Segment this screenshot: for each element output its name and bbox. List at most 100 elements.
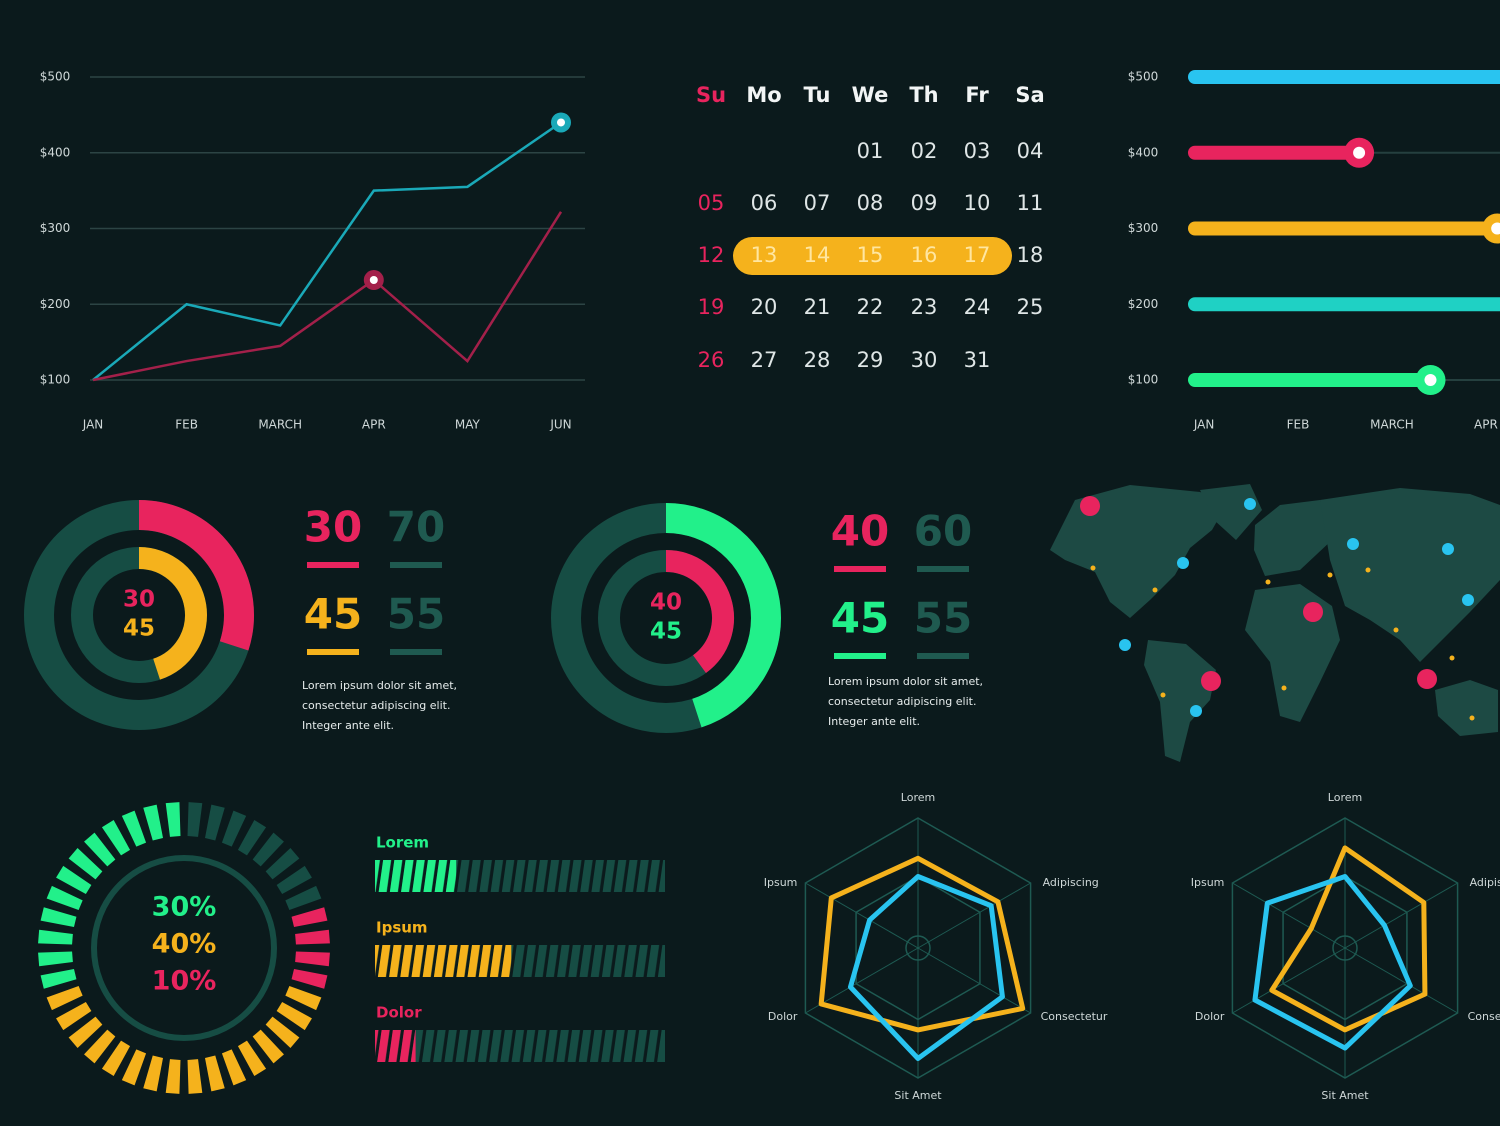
gauge-segment bbox=[40, 968, 77, 989]
gauge-segment bbox=[285, 885, 322, 911]
calendar-day: 04 bbox=[1017, 139, 1044, 163]
gauge-segment bbox=[84, 1029, 116, 1064]
radar-axis-label: Sit Amet bbox=[1321, 1089, 1369, 1102]
calendar-day: 15 bbox=[857, 243, 884, 267]
progress-bar bbox=[375, 945, 512, 977]
gauge-segment bbox=[265, 1016, 300, 1048]
gauge-segment bbox=[276, 1001, 312, 1031]
radar-spoke bbox=[1232, 947, 1346, 1014]
stat-rest: 60 bbox=[914, 507, 972, 556]
radar-series bbox=[1269, 845, 1428, 1033]
radar-spoke bbox=[805, 882, 919, 949]
gauge-segment bbox=[165, 1059, 181, 1094]
calendar-day: 22 bbox=[857, 295, 884, 319]
calendar-day: 16 bbox=[911, 243, 938, 267]
calendar-day: 07 bbox=[804, 191, 831, 215]
bar-handle-dot bbox=[1491, 222, 1500, 235]
weekday-label: Th bbox=[909, 83, 938, 107]
gauge-segment bbox=[68, 848, 103, 880]
calendar-day: 19 bbox=[698, 295, 725, 319]
radar-spoke bbox=[917, 947, 1031, 1014]
calendar-day: 31 bbox=[964, 348, 991, 372]
bar bbox=[1188, 145, 1360, 160]
calendar-day: 17 bbox=[964, 243, 991, 267]
gauge-segment bbox=[237, 1040, 267, 1076]
radar-axis-label: Consectetur bbox=[1468, 1010, 1500, 1023]
weekday-label: Fr bbox=[965, 83, 989, 107]
y-category-label: $300 bbox=[1128, 221, 1159, 235]
gauge-inner-ring bbox=[91, 855, 277, 1041]
radar-axis-label: Adipiscing bbox=[1043, 876, 1099, 889]
description: Lorem ipsum dolor sit amet, bbox=[828, 675, 983, 688]
bar-handle-dot bbox=[1353, 146, 1366, 159]
gauge-segment bbox=[204, 804, 225, 841]
stat-underline bbox=[307, 562, 359, 568]
center-value: 45 bbox=[123, 616, 155, 642]
radar-axis-label: Dolor bbox=[768, 1010, 798, 1023]
description: consectetur adipiscing elit. bbox=[828, 695, 976, 708]
progress-label: Dolor bbox=[376, 1004, 422, 1022]
calendar-day: 28 bbox=[804, 348, 831, 372]
gauge-segment bbox=[101, 820, 131, 856]
ring-arc bbox=[665, 550, 734, 674]
bar bbox=[1188, 373, 1431, 387]
weekday-label: Tu bbox=[804, 83, 831, 107]
ring-arc bbox=[665, 503, 781, 728]
gauge-label: 10% bbox=[152, 966, 217, 997]
x-tick-label: JUN bbox=[549, 418, 571, 432]
description: Integer ante elit. bbox=[828, 715, 920, 728]
x-tick-label: JAN bbox=[82, 418, 104, 432]
bar bbox=[1188, 221, 1498, 236]
stat-rest: 70 bbox=[387, 503, 445, 552]
gauge-segment bbox=[187, 1059, 203, 1094]
gauge-segment bbox=[56, 1001, 92, 1031]
gauge-segment bbox=[285, 985, 322, 1011]
gauge-segment bbox=[38, 951, 73, 967]
radar-series bbox=[847, 874, 1005, 1061]
x-tick-label: FEB bbox=[175, 418, 198, 432]
radar-axis-label: Lorem bbox=[1328, 791, 1362, 804]
progress-track bbox=[375, 1030, 665, 1062]
gauge-segment bbox=[143, 804, 164, 841]
calendar-highlight bbox=[733, 237, 1012, 275]
weekday-label: Su bbox=[696, 83, 726, 107]
y-tick-label: $300 bbox=[40, 221, 71, 235]
radar-spoke bbox=[917, 882, 1031, 949]
highlight-dot bbox=[369, 276, 378, 285]
calendar-day: 09 bbox=[911, 191, 938, 215]
calendar-day: 20 bbox=[751, 295, 778, 319]
stat-underline bbox=[390, 562, 442, 568]
bar-handle bbox=[1482, 213, 1500, 244]
calendar-day: 11 bbox=[1017, 191, 1044, 215]
y-tick-label: $400 bbox=[40, 145, 71, 159]
radar-spoke bbox=[1344, 882, 1458, 949]
calendar-day: 05 bbox=[698, 191, 725, 215]
center-value: 40 bbox=[650, 590, 682, 616]
calendar-day: 29 bbox=[857, 348, 884, 372]
calendar-day: 12 bbox=[698, 243, 725, 267]
bar bbox=[1188, 297, 1500, 312]
calendar-day: 06 bbox=[751, 191, 778, 215]
highlight-dot bbox=[557, 118, 565, 127]
calendar-day: 08 bbox=[857, 191, 884, 215]
radar-axis-label: Ipsum bbox=[764, 876, 798, 889]
bar-handle-dot bbox=[1424, 374, 1437, 386]
gauge-segment bbox=[46, 985, 83, 1011]
radar-spoke bbox=[1344, 947, 1458, 1014]
radar-axis-label: Ipsum bbox=[1191, 876, 1225, 889]
calendar-day: 24 bbox=[964, 295, 991, 319]
stat-value: 40 bbox=[831, 507, 889, 556]
calendar-day: 30 bbox=[911, 348, 938, 372]
calendar-day: 18 bbox=[1017, 243, 1044, 267]
stat-underline bbox=[390, 649, 442, 655]
stat-underline bbox=[307, 649, 359, 655]
gauge-segment bbox=[221, 1049, 247, 1086]
gauge-segment bbox=[56, 865, 92, 895]
weekday-label: Mo bbox=[746, 83, 781, 107]
x-tick-label: MAY bbox=[455, 418, 481, 432]
line-series bbox=[92, 121, 562, 381]
gauge-segment bbox=[252, 1029, 284, 1064]
description: Integer ante elit. bbox=[302, 719, 394, 732]
